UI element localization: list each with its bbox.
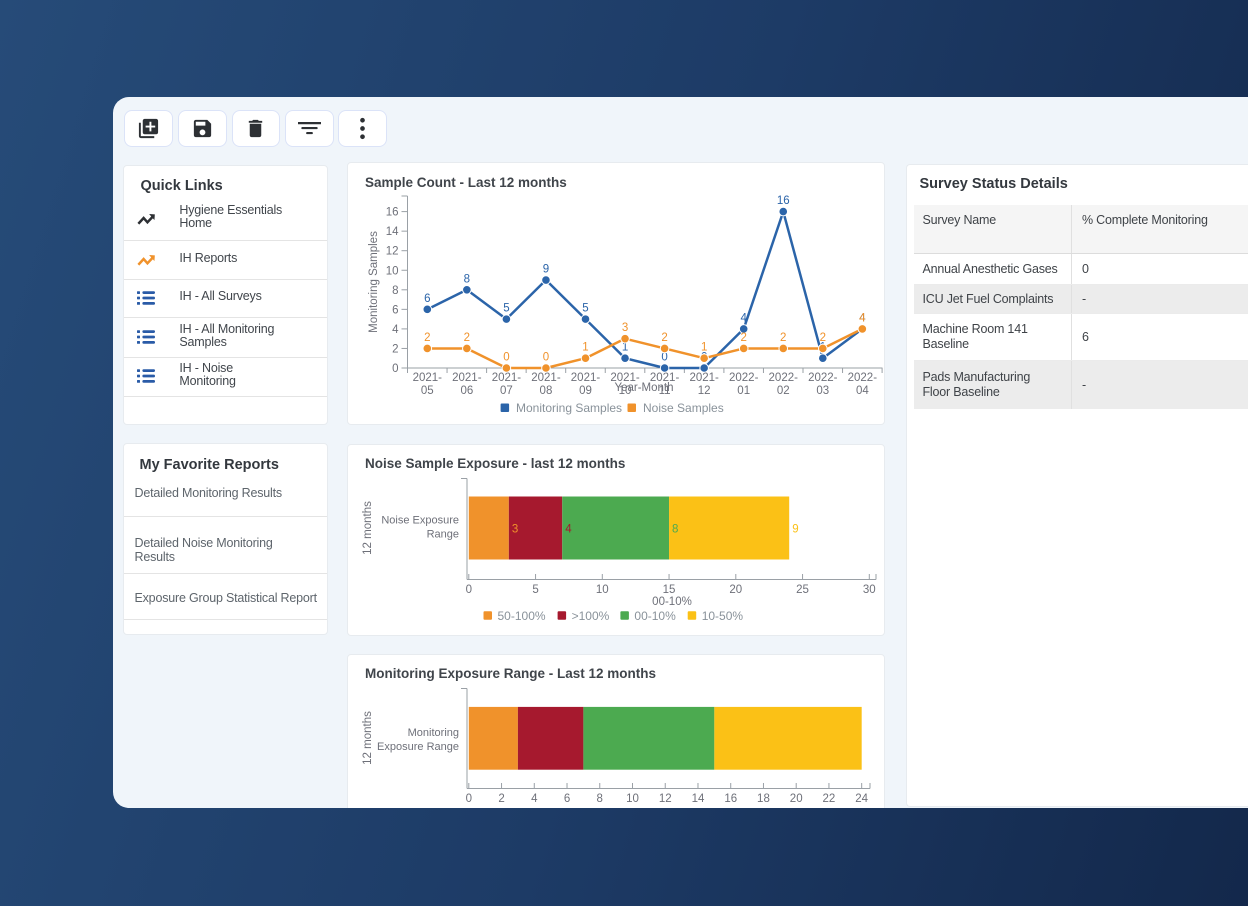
svg-text:0: 0 (661, 352, 667, 364)
svg-text:20: 20 (729, 584, 742, 596)
svg-text:8: 8 (672, 523, 678, 535)
svg-text:16: 16 (386, 207, 399, 219)
svg-text:2022-: 2022- (848, 372, 878, 384)
svg-text:4: 4 (565, 523, 572, 535)
svg-text:11: 11 (659, 385, 671, 397)
svg-text:04: 04 (856, 385, 869, 397)
svg-text:0: 0 (392, 363, 398, 375)
svg-text:25: 25 (796, 584, 809, 596)
svg-text:2022-: 2022- (769, 372, 799, 384)
svg-text:0: 0 (503, 352, 509, 364)
svg-text:12: 12 (659, 793, 672, 805)
svg-text:8: 8 (464, 273, 470, 285)
svg-text:8: 8 (392, 285, 398, 297)
svg-text:2: 2 (740, 332, 746, 344)
svg-text:3: 3 (622, 322, 628, 334)
svg-text:4: 4 (859, 312, 866, 324)
svg-text:2021-: 2021- (492, 372, 522, 384)
svg-text:2021-: 2021- (413, 372, 443, 384)
svg-text:15: 15 (663, 584, 676, 596)
svg-text:2021-: 2021- (571, 372, 601, 384)
svg-text:0: 0 (543, 352, 549, 364)
svg-text:02: 02 (777, 385, 790, 397)
svg-text:Monitoring: Monitoring (408, 727, 459, 739)
svg-text:05: 05 (421, 385, 434, 397)
svg-text:10: 10 (626, 793, 639, 805)
svg-text:1: 1 (622, 342, 628, 354)
svg-text:2021-: 2021- (650, 372, 680, 384)
svg-text:24: 24 (855, 793, 868, 805)
svg-text:2: 2 (498, 793, 504, 805)
svg-text:2022-: 2022- (729, 372, 759, 384)
svg-text:12: 12 (386, 246, 399, 258)
svg-text:4: 4 (531, 793, 538, 805)
svg-text:Noise Exposure: Noise Exposure (381, 514, 459, 526)
svg-text:30: 30 (863, 584, 876, 596)
svg-text:12: 12 (698, 385, 711, 397)
svg-text:6: 6 (564, 793, 570, 805)
svg-text:50-100%: 50-100% (498, 608, 546, 622)
svg-text:9: 9 (792, 523, 798, 535)
svg-text:6: 6 (392, 304, 398, 316)
svg-text:8: 8 (597, 793, 603, 805)
svg-text:20: 20 (790, 793, 803, 805)
svg-text:12 months: 12 months (362, 500, 374, 554)
svg-text:14: 14 (692, 793, 705, 805)
svg-text:2: 2 (464, 332, 470, 344)
svg-text:0: 0 (466, 793, 472, 805)
svg-text:22: 22 (823, 793, 836, 805)
svg-text:07: 07 (500, 385, 513, 397)
svg-text:2: 2 (424, 332, 430, 344)
svg-text:5: 5 (503, 303, 509, 315)
svg-text:5: 5 (582, 303, 588, 315)
svg-text:0: 0 (466, 584, 472, 596)
svg-text:12 months: 12 months (362, 710, 374, 764)
svg-text:5: 5 (532, 584, 538, 596)
svg-text:2021-: 2021- (452, 372, 482, 384)
svg-text:4: 4 (740, 312, 747, 324)
svg-text:10: 10 (596, 584, 609, 596)
svg-text:10: 10 (619, 385, 632, 397)
svg-text:Exposure Range: Exposure Range (377, 741, 459, 753)
svg-text:2021-: 2021- (531, 372, 561, 384)
svg-text:2: 2 (780, 332, 786, 344)
svg-text:18: 18 (757, 793, 770, 805)
svg-text:16: 16 (777, 195, 790, 207)
svg-text:6: 6 (424, 293, 430, 305)
svg-text:2021-: 2021- (610, 372, 640, 384)
svg-text:09: 09 (579, 385, 592, 397)
svg-text:4: 4 (392, 324, 399, 336)
svg-text:14: 14 (386, 226, 399, 238)
svg-text:Monitoring Samples: Monitoring Samples (516, 401, 622, 415)
svg-text:>100%: >100% (572, 608, 610, 622)
svg-text:Year-Month: Year-Month (614, 382, 673, 394)
svg-text:4: 4 (859, 312, 866, 324)
svg-text:2: 2 (820, 332, 826, 344)
svg-text:16: 16 (724, 793, 737, 805)
svg-text:03: 03 (816, 385, 829, 397)
svg-text:Noise Samples: Noise Samples (643, 401, 724, 415)
svg-text:1: 1 (582, 342, 588, 354)
svg-text:10: 10 (386, 265, 399, 277)
svg-text:Range: Range (427, 528, 459, 540)
svg-text:00-10%: 00-10% (652, 596, 692, 608)
svg-text:10-50%: 10-50% (702, 608, 744, 622)
svg-text:3: 3 (512, 523, 518, 535)
svg-text:2021-: 2021- (689, 372, 719, 384)
svg-text:Monitoring Samples: Monitoring Samples (368, 231, 380, 333)
svg-text:2: 2 (661, 332, 667, 344)
svg-text:06: 06 (460, 385, 473, 397)
svg-text:9: 9 (543, 264, 549, 276)
svg-text:2022-: 2022- (808, 372, 838, 384)
svg-text:2: 2 (392, 343, 398, 355)
svg-text:00-10%: 00-10% (634, 608, 676, 622)
svg-text:1: 1 (701, 342, 707, 354)
svg-text:08: 08 (540, 385, 553, 397)
svg-text:01: 01 (737, 385, 750, 397)
